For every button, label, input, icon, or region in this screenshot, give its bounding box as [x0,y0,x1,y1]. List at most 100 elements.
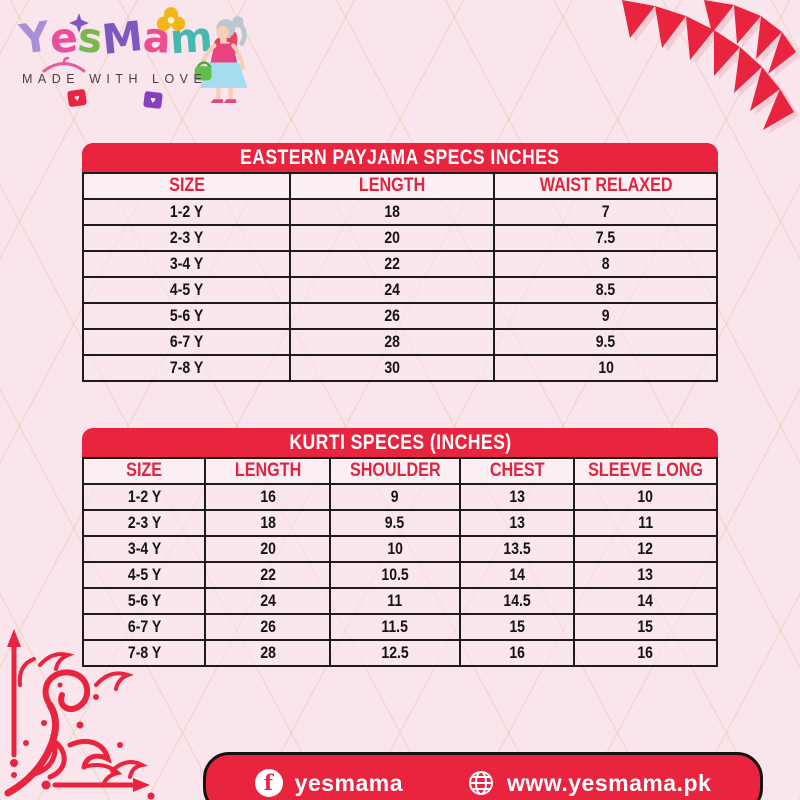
payjama-table: SIZE LENGTH WAIST RELAXED 1-2 Y 18 7 2-3 Y 20 7.… [81,172,718,382]
column-header: CHEST [458,457,576,485]
logo-letter: M [99,12,146,65]
table-cell: 1-2 Y [81,483,207,511]
table-cell: 9 [329,483,461,511]
header-row: SIZE LENGTH WAIST RELAXED [81,172,718,200]
table-cell: 7.5 [493,224,718,252]
star-icon [69,13,89,33]
table-cell: 13 [458,509,576,537]
table-cell: 13.5 [458,535,576,563]
table-cell: 8 [493,250,718,278]
table-row: 1-2 Y 16 9 13 10 [81,483,718,511]
table-cell: 10 [573,483,718,511]
column-header: SLEEVE LONG [573,457,718,485]
gift-bag-icon: ♥ [143,90,163,110]
table-title: EASTERN PAYJAMA SPECS INCHES [240,145,560,169]
table-cell: 1-2 Y [81,198,292,226]
table-row: 4-5 Y 22 10.5 14 13 [81,561,718,589]
table-cell: 7-8 Y [81,354,292,382]
table-row: 2-3 Y 18 9.5 13 11 [81,509,718,537]
table-cell: 15 [458,613,576,641]
table-cell: 7-8 Y [81,639,207,667]
table-cell: 4-5 Y [81,561,207,589]
table-row: 2-3 Y 20 7.5 [81,224,718,252]
table-cell: 26 [204,613,332,641]
table-row: 3-4 Y 22 8 [81,250,718,278]
table-cell: 18 [204,509,332,537]
facebook-label: yesmama [294,769,404,796]
facebook-handle[interactable]: f yesmama [254,769,404,797]
table-cell: 11.5 [329,613,461,641]
table-title-bar: EASTERN PAYJAMA SPECS INCHES [82,143,718,172]
column-header: LENGTH [289,172,496,200]
table-cell: 7 [493,198,718,226]
table-row: 6-7 Y 26 11.5 15 15 [81,613,718,641]
table-cell: 9 [493,302,718,330]
table-cell: 3-4 Y [81,535,207,563]
header-row: SIZE LENGTH SHOULDER CHEST SLEEVE LONG [81,457,718,485]
table-row: 5-6 Y 26 9 [81,302,718,330]
table-cell: 16 [204,483,332,511]
table-row: 4-5 Y 24 8.5 [81,276,718,304]
table-cell: 24 [204,587,332,615]
table-cell: 28 [204,639,332,667]
table-cell: 11 [573,509,718,537]
kurti-size-table: KURTI SPECES (INCHES) SIZE LENGTH SHOULDER… [81,428,718,667]
column-header: SHOULDER [329,457,461,485]
corner-flourish-icon [4,629,155,800]
table-cell: 10.5 [329,561,461,589]
table-cell: 9.5 [329,509,461,537]
table-cell: 28 [289,328,496,356]
table-cell: 18 [289,198,496,226]
table-cell: 9.5 [493,328,718,356]
table-row: 5-6 Y 24 11 14.5 14 [81,587,718,615]
table-cell: 16 [458,639,576,667]
table-cell: 22 [204,561,332,589]
table-cell: 3-4 Y [81,250,292,278]
table-cell: 16 [573,639,718,667]
table-title: KURTI SPECES (INCHES) [288,430,512,454]
table-cell: 24 [289,276,496,304]
table-row: 6-7 Y 28 9.5 [81,328,718,356]
table-cell: 14 [573,587,718,615]
table-cell: 10 [493,354,718,382]
table-row: 3-4 Y 20 10 13.5 12 [81,535,718,563]
table-cell: 12.5 [329,639,461,667]
table-cell: 12 [573,535,718,563]
table-cell: 22 [289,250,496,278]
table-cell: 2-3 Y [81,509,207,537]
table-row: 7-8 Y 28 12.5 16 16 [81,639,718,667]
column-header: SIZE [81,172,292,200]
table-cell: 10 [329,535,461,563]
woman-figure [194,16,248,104]
bunting-flags-icon [622,0,800,134]
table-cell: 4-5 Y [81,276,292,304]
column-header: WAIST RELAXED [493,172,718,200]
table-cell: 13 [458,483,576,511]
table-cell: 26 [289,302,496,330]
website-link[interactable]: www.yesmama.pk [467,769,711,797]
table-cell: 5-6 Y [81,302,292,330]
column-header: SIZE [81,457,207,485]
website-label: www.yesmama.pk [507,769,712,796]
column-header: LENGTH [204,457,332,485]
table-row: 7-8 Y 30 10 [81,354,718,382]
payjama-size-table: EASTERN PAYJAMA SPECS INCHES SIZE LENGTH W… [81,143,718,382]
gift-bag-icon: ♥ [66,88,88,108]
hanger-icon [42,56,86,73]
logo-letter: Y [16,12,53,64]
table-cell: 20 [289,224,496,252]
brand-tagline: MADE WITH LOVE [22,72,208,86]
table-cell: 11 [329,587,461,615]
table-cell: 8.5 [493,276,718,304]
table-cell: 6-7 Y [81,328,292,356]
flower-icon [156,7,186,31]
table-cell: 14 [458,561,576,589]
table-cell: 14.5 [458,587,576,615]
table-cell: 2-3 Y [81,224,292,252]
facebook-icon: f [254,769,283,797]
table-cell: 5-6 Y [81,587,207,615]
table-cell: 30 [289,354,496,382]
